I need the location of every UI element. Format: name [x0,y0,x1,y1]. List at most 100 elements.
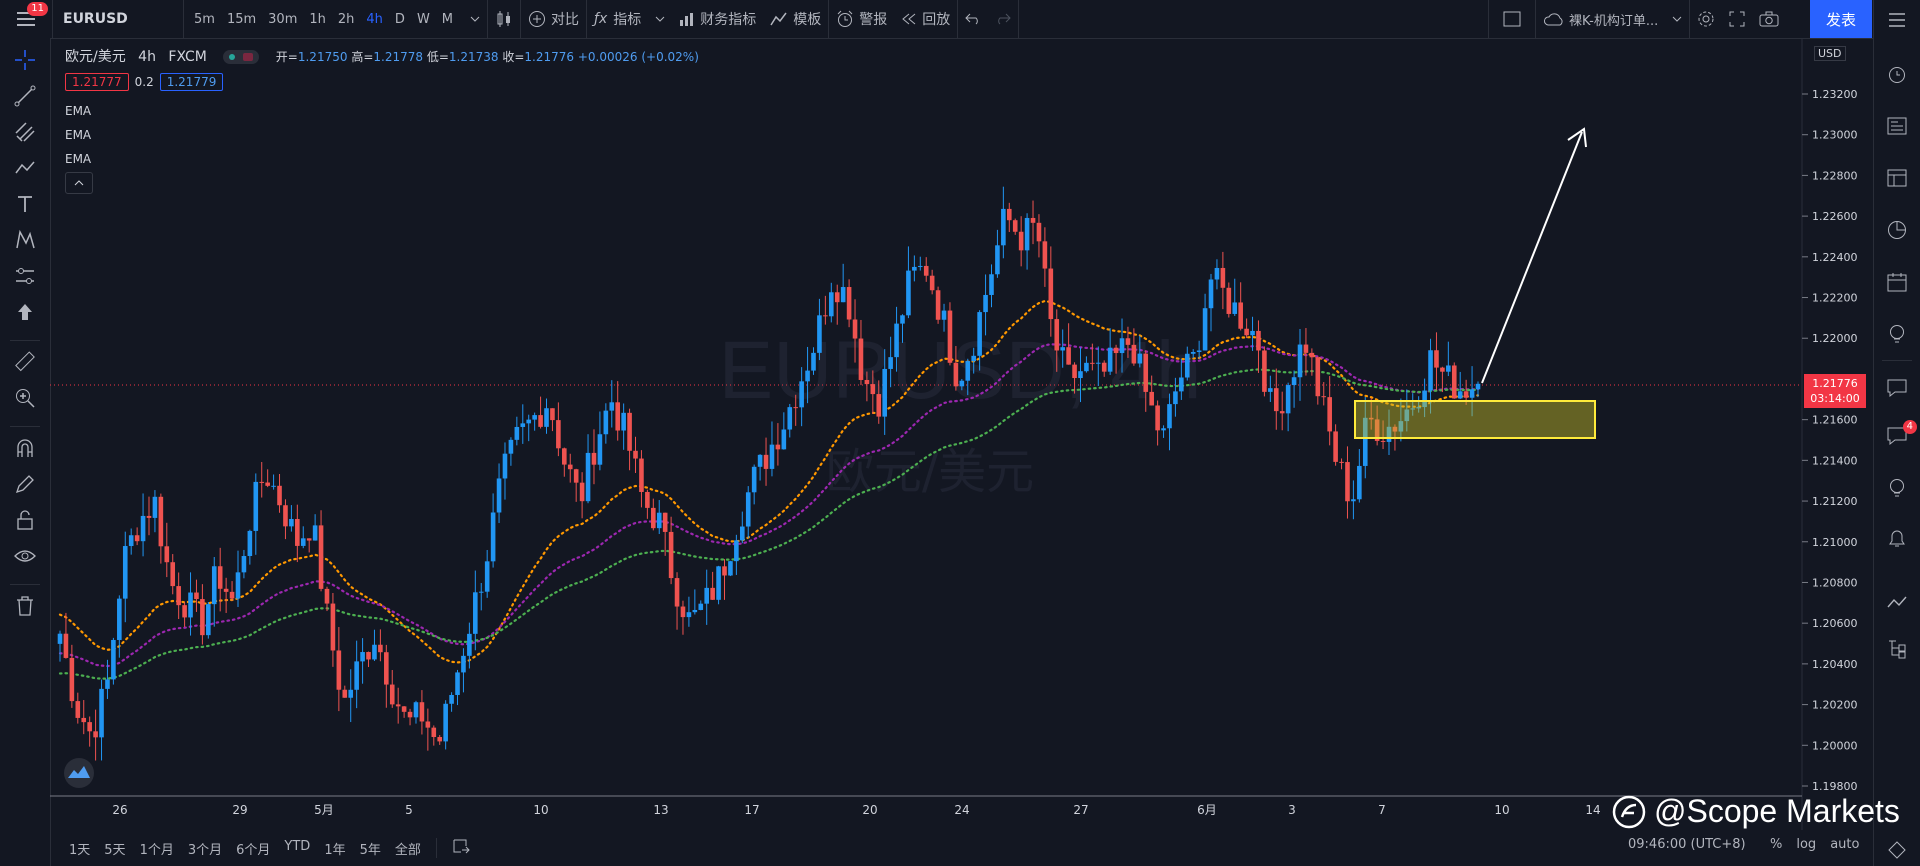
auto-scale-button[interactable]: auto [1830,837,1860,852]
interval-dropdown-button[interactable] [463,0,487,38]
calendar-button[interactable] [1885,270,1909,294]
trendline-tool[interactable] [13,84,37,108]
notifications-button[interactable] [1885,526,1909,550]
interval-1h[interactable]: 1h [309,11,326,27]
screenshot-button[interactable] [1752,0,1786,38]
hotlist-button[interactable] [1885,218,1909,242]
indicators-button[interactable]: ƒx 指标 [587,0,648,38]
legend-title[interactable]: 欧元/美元 [65,49,126,65]
go-to-date-button[interactable] [445,838,477,858]
interval-15m[interactable]: 15m [226,11,257,27]
expand-panel-button[interactable] [1885,838,1909,862]
lock-drawings-tool[interactable] [13,508,37,532]
range-2[interactable]: 1个月 [139,842,174,858]
stay-drawing-tool[interactable] [13,472,37,496]
candle-body [775,444,781,450]
compare-button[interactable]: 对比 [521,0,586,38]
magnet-icon [17,439,33,457]
percent-scale-button[interactable]: % [1770,837,1783,852]
range-5[interactable]: YTD [284,838,311,854]
candle-body [1451,365,1457,399]
position-tool[interactable] [13,264,37,288]
remove-drawings-tool[interactable] [13,594,37,618]
replay-button[interactable]: 回放 [894,0,957,38]
publish-button[interactable]: 发表 [1810,0,1872,38]
candle-body [117,598,122,640]
main-menu-button[interactable]: 11 [0,0,52,38]
candle-body [235,572,241,599]
candle-body [283,505,288,527]
clock[interactable]: 09:46:00 (UTC+8) [1628,837,1746,852]
hide-drawings-tool[interactable] [13,544,37,568]
interval-M[interactable]: M [441,11,454,27]
settings-button[interactable] [1690,0,1722,38]
bottom-toolbar: 1天 5天 1个月 3个月 6个月 YTD 1年 5年 全部 [50,830,1874,866]
select-layout-button[interactable] [1489,0,1535,38]
indicator-ema-3[interactable]: EMA [65,152,92,166]
chats-button[interactable] [1885,376,1909,400]
save-layout-button[interactable]: 裸K-机构订单... [1536,0,1665,38]
range-4[interactable]: 6个月 [236,842,271,858]
candle-body [550,408,555,421]
interval-5m[interactable]: 5m [194,11,215,27]
ideas-button[interactable] [1885,322,1909,346]
collapse-indicators-button[interactable] [65,172,93,194]
projection-arrow[interactable] [1481,127,1587,384]
trading-panel-button[interactable] [1885,590,1909,614]
interval-30m[interactable]: 30m [268,11,298,27]
log-scale-button[interactable]: log [1796,837,1817,852]
market-status-toggle[interactable] [223,50,260,64]
range-6[interactable]: 1年 [324,842,346,858]
candle-body [431,727,437,738]
chart-type-button[interactable] [488,0,520,38]
sell-button[interactable]: 1.21777 [65,73,129,91]
indicators-dropdown-button[interactable] [648,0,672,38]
layout-dropdown-button[interactable] [1665,0,1689,38]
candle-body [1268,388,1273,392]
alerts-panel-button[interactable] [1885,62,1909,86]
watchlist-button[interactable] [1885,8,1909,32]
object-tree-button[interactable] [1885,636,1909,660]
candle-body [710,587,715,600]
pattern-tool[interactable] [13,156,37,180]
text-tool[interactable] [13,192,37,216]
candle-body [478,591,484,593]
time-scale[interactable]: 26 29 5月 5 10 13 17 20 24 27 6月 3 7 10 14 [112,803,1600,817]
fullscreen-button[interactable] [1722,0,1752,38]
data-window-button[interactable] [1885,166,1909,190]
range-8[interactable]: 全部 [394,842,421,858]
templates-button[interactable]: 模板 [763,0,828,38]
price-scale[interactable]: 1.23200 1.23000 1.22800 1.22600 1.22400 1.222… [1802,88,1858,793]
range-3[interactable]: 3个月 [187,842,223,858]
range-7[interactable]: 5年 [359,842,381,858]
undo-button[interactable] [958,0,988,38]
interval-4h[interactable]: 4h [366,11,383,27]
ruler-tool[interactable] [13,350,37,374]
range-0[interactable]: 1天 [69,842,91,858]
news-button[interactable] [1885,114,1909,138]
magnet-tool[interactable] [13,436,37,460]
redo-button[interactable] [988,0,1018,38]
chart-logo-button[interactable] [64,758,94,788]
arrow-tool[interactable] [13,300,37,324]
candle-body [134,535,140,542]
crosshair-tool[interactable] [13,48,37,72]
fib-tool[interactable] [13,120,37,144]
indicator-ema-2[interactable]: EMA [65,128,92,142]
buy-button[interactable]: 1.21779 [159,73,224,91]
price-chart[interactable]: EURUSD, 4h 欧元/美元 1.232001.230001.228001.… [0,0,1874,830]
alert-button[interactable]: 警报 [829,0,894,38]
interval-W[interactable]: W [416,11,430,27]
demand-zone[interactable] [1354,400,1596,439]
tips-button[interactable] [1885,476,1909,500]
zoom-tool[interactable] [13,386,37,410]
range-1[interactable]: 5天 [104,842,126,858]
currency-label[interactable]: USD [1814,46,1846,61]
interval-D[interactable]: D [394,11,405,27]
financials-button[interactable]: 财务指标 [672,0,763,38]
interval-2h[interactable]: 2h [337,11,355,27]
messages-button[interactable]: 4 [1885,420,1917,448]
indicator-ema-1[interactable]: EMA [65,104,92,118]
symbol-search-button[interactable]: EURUSD [63,11,128,27]
xabcd-tool[interactable] [13,228,37,252]
